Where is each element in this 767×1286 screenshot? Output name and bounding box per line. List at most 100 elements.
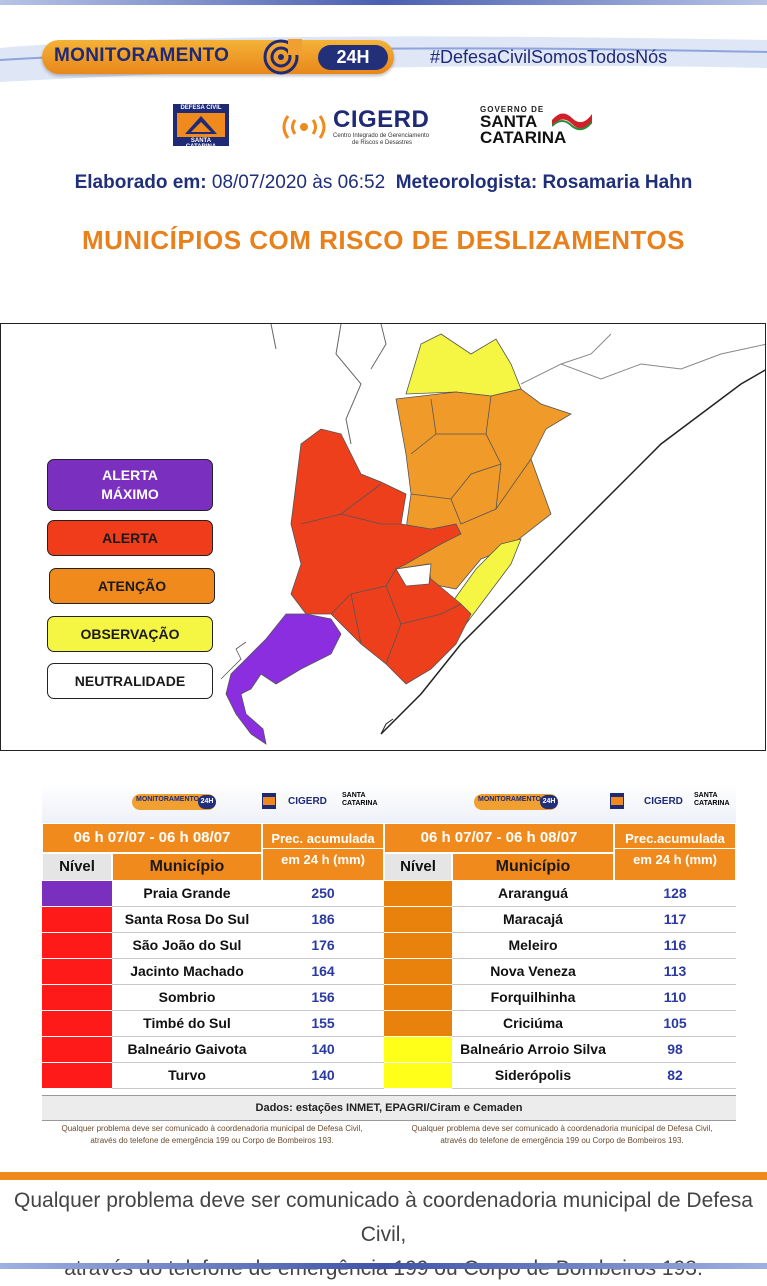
defesa-civil-logo (173, 104, 229, 146)
legend-neutralidade: NEUTRALIDADE (47, 663, 213, 699)
table-note-right-2: através do telefone de emergência 199 ou… (440, 1136, 684, 1145)
legend-observacao: OBSERVAÇÃO (47, 616, 213, 652)
precipitation-cell: 105 (614, 1011, 736, 1037)
hashtag: #DefesaCivilSomosTodosNós (430, 47, 668, 67)
catarina-text: CATARINA (480, 128, 567, 147)
precipitation-cell: 128 (614, 881, 736, 907)
table-right: 06 h 07/07 - 06 h 08/07 Prec.acumulada e… (384, 823, 736, 1089)
level-cell (42, 985, 112, 1011)
cigerd-title: CIGERD (333, 106, 430, 133)
municipio-cell: Jacinto Machado (112, 959, 262, 985)
bottom-border (0, 1263, 767, 1269)
precipitation-table: MONITORAMENTO 24H CIGERD SANTA CATARINA … (42, 783, 736, 1159)
municipio-header-right: Município (452, 853, 614, 881)
mini-defesa-civil-icon-right (610, 793, 624, 809)
legend-alerta-maximo-line1: ALERTA (102, 467, 158, 483)
precipitation-cell: 186 (262, 907, 384, 933)
municipio-cell: Siderópolis (452, 1063, 614, 1089)
sc-flag-icon (552, 113, 592, 131)
level-cell (42, 1063, 112, 1089)
level-cell (42, 933, 112, 959)
risk-map: ALERTA MÁXIMO ALERTA ATENÇÃO OBSERVAÇÃO … (0, 323, 766, 751)
24h-badge: 24H (318, 45, 388, 70)
level-cell (384, 1063, 452, 1089)
prec-header-left-1: Prec. acumulada (262, 823, 384, 849)
top-border (0, 0, 767, 5)
monitoring-radar-icon (263, 39, 302, 75)
data-sources: Dados: estações INMET, EPAGRI/Ciram e Ce… (42, 1095, 736, 1121)
mini-catarina-right: CATARINA (694, 800, 730, 807)
defesa-civil-bottom-text: SANTA CATARINA (185, 138, 217, 150)
municipio-cell: Balneário Gaivota (112, 1037, 262, 1063)
municipio-cell: Santa Rosa Do Sul (112, 907, 262, 933)
elaborado-value: 08/07/2020 às 06:52 (211, 172, 386, 193)
mini-catarina-left: CATARINA (342, 800, 378, 807)
level-cell (384, 1037, 452, 1063)
santa-text: SANTA (480, 112, 538, 131)
cigerd-subtitle-1: Centro Integrado de Gerenciamento (333, 133, 430, 139)
precipitation-cell: 250 (262, 881, 384, 907)
municipio-cell: Araranguá (452, 881, 614, 907)
legend-observacao-label: OBSERVAÇÃO (80, 625, 180, 642)
nivel-header-left: Nível (42, 853, 112, 881)
mini-monitoramento-badge-right (474, 794, 558, 810)
precipitation-cell: 140 (262, 1037, 384, 1063)
municipalities-map (220, 324, 765, 745)
municipio-cell: Meleiro (452, 933, 614, 959)
logos-row: DEFESA CIVIL SANTA CATARINA CIGERD Centr… (0, 104, 767, 150)
prec-header-right-2: em 24 h (mm) (614, 849, 736, 881)
level-cell (42, 959, 112, 985)
precipitation-cell: 98 (614, 1037, 736, 1063)
elaborado-label: Elaborado em: (74, 172, 207, 193)
mini-monitoramento-label-left: MONITORAMENTO (136, 796, 200, 803)
mini-defesa-civil-icon-left (262, 793, 276, 809)
legend-alerta-label: ALERTA (102, 529, 158, 546)
level-cell (384, 985, 452, 1011)
cigerd-subtitle-2: de Riscos e Desastres (352, 140, 413, 146)
table-note-right-1: Qualquer problema deve ser comunicado à … (411, 1124, 713, 1133)
municipio-cell: São João do Sul (112, 933, 262, 959)
precipitation-cell: 113 (614, 959, 736, 985)
mini-santa-left: SANTA (342, 792, 366, 799)
table-note-right: Qualquer problema deve ser comunicado à … (392, 1123, 732, 1147)
legend-alerta: ALERTA (47, 520, 213, 556)
period-header-left: 06 h 07/07 - 06 h 08/07 (42, 823, 262, 853)
nivel-header-right: Nível (384, 853, 452, 881)
level-cell (384, 881, 452, 907)
monitoramento-label: MONITORAMENTO (54, 45, 230, 66)
prec-header-left-2: em 24 h (mm) (262, 849, 384, 881)
table-note-left-1: Qualquer problema deve ser comunicado à … (61, 1124, 363, 1133)
level-cell (384, 907, 452, 933)
mini-monitoramento-badge-left (132, 794, 216, 810)
mini-24h-right: 24H (540, 795, 558, 809)
level-cell (384, 1011, 452, 1037)
precipitation-cell: 82 (614, 1063, 736, 1089)
level-cell (42, 907, 112, 933)
page-title: MUNICÍPIOS COM RISCO DE DESLIZAMENTOS (81, 225, 686, 255)
level-cell (384, 933, 452, 959)
mini-24h-left: 24H (198, 795, 216, 809)
legend-neutralidade-label: NEUTRALIDADE (74, 672, 186, 689)
precipitation-cell: 156 (262, 985, 384, 1011)
precipitation-cell: 176 (262, 933, 384, 959)
table-note-left: Qualquer problema deve ser comunicado à … (42, 1123, 382, 1147)
legend-alerta-maximo: ALERTA MÁXIMO (47, 459, 213, 511)
level-cell (42, 1011, 112, 1037)
meteorologista-label: Meteorologista: (395, 172, 538, 193)
municipio-cell: Balneário Arroio Silva (452, 1037, 614, 1063)
municipio-cell: Forquilhinha (452, 985, 614, 1011)
legend-alerta-maximo-line2: MÁXIMO (101, 486, 159, 502)
precipitation-cell: 116 (614, 933, 736, 959)
footer-notice: Qualquer problema deve ser comunicado à … (0, 1184, 767, 1286)
precipitation-cell: 155 (262, 1011, 384, 1037)
precipitation-cell: 164 (262, 959, 384, 985)
cigerd-waves-icon (282, 115, 326, 139)
legend-atencao-label: ATENÇÃO (97, 577, 167, 594)
municipio-cell: Turvo (112, 1063, 262, 1089)
precipitation-cell: 110 (614, 985, 736, 1011)
municipio-cell: Criciúma (452, 1011, 614, 1037)
mini-cigerd-right: CIGERD (644, 796, 683, 807)
prec-header-right-1: Prec.acumulada (614, 823, 736, 849)
level-cell (384, 959, 452, 985)
municipio-cell: Sombrio (112, 985, 262, 1011)
